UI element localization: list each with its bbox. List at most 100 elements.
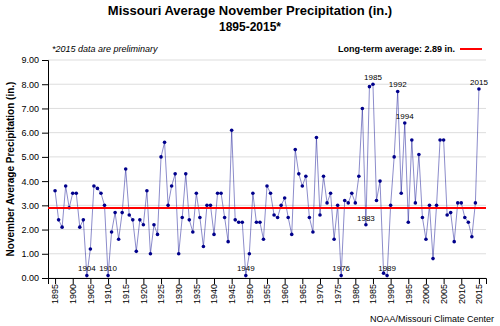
tick: 1905 xyxy=(86,278,96,304)
tick-label: 3.00 xyxy=(21,201,39,211)
data-point xyxy=(332,237,336,241)
tick: 2.00 xyxy=(21,225,48,235)
data-point xyxy=(71,191,75,195)
data-point xyxy=(403,121,407,125)
tick-mark xyxy=(143,278,144,284)
data-point xyxy=(106,274,110,278)
grid-line xyxy=(48,253,486,254)
axis-line xyxy=(42,61,49,279)
data-point xyxy=(272,213,276,217)
data-point xyxy=(195,191,199,195)
tick-mark xyxy=(42,181,48,182)
tick: 1955 xyxy=(262,278,272,304)
tick: 1925 xyxy=(156,278,166,304)
tick-label: 1895 xyxy=(50,284,60,304)
tick-mark xyxy=(108,278,109,284)
data-point xyxy=(329,191,333,195)
tick-label: 6.00 xyxy=(21,128,39,138)
data-point xyxy=(191,230,195,234)
annotation: 1989 xyxy=(378,264,396,273)
tick: 2010 xyxy=(457,278,467,304)
grid-line xyxy=(48,205,486,206)
data-point xyxy=(166,204,170,208)
grid-line xyxy=(48,156,486,157)
tick: 0.00 xyxy=(21,273,48,283)
data-point xyxy=(269,191,273,195)
tick-mark xyxy=(320,278,321,284)
data-point xyxy=(406,220,410,224)
tick-mark xyxy=(373,278,374,284)
data-point xyxy=(297,172,301,176)
data-point xyxy=(477,87,481,91)
tick-mark xyxy=(42,278,48,279)
tick-mark xyxy=(196,278,197,284)
chart: Missouri Average November Precipitation … xyxy=(0,0,500,326)
tick-mark xyxy=(444,278,445,284)
data-point xyxy=(343,199,347,203)
data-point xyxy=(233,218,237,222)
tick-label: 2010 xyxy=(457,284,467,304)
tick-mark xyxy=(55,278,56,284)
tick: 1910 xyxy=(103,278,113,304)
annotation: 1983 xyxy=(357,214,375,223)
tick-mark xyxy=(42,230,48,231)
tick-label: 1955 xyxy=(262,284,272,304)
tick-label: 1985 xyxy=(368,284,378,304)
subtitle: 1895-2015* xyxy=(219,20,281,34)
data-point xyxy=(89,247,93,251)
tick-label: 1995 xyxy=(404,284,414,304)
tick-label: 1.00 xyxy=(21,249,39,259)
annotation: 1904 xyxy=(78,264,96,273)
data-point xyxy=(127,213,131,217)
tick-label: 1945 xyxy=(227,284,237,304)
tick: 1960 xyxy=(280,278,290,304)
data-point xyxy=(346,201,350,205)
data-point xyxy=(135,250,139,254)
tick-mark xyxy=(161,278,162,284)
data-point xyxy=(424,237,428,241)
data-point xyxy=(85,274,89,278)
grid-line xyxy=(48,84,486,85)
data-point xyxy=(417,153,421,157)
data-point xyxy=(187,218,191,222)
data-point xyxy=(60,225,64,229)
tick-label: 2000 xyxy=(421,284,431,304)
data-point xyxy=(470,235,474,239)
data-point xyxy=(64,184,68,188)
data-point xyxy=(293,148,297,152)
tick-label: 1950 xyxy=(245,284,255,304)
data-point xyxy=(399,191,403,195)
data-point xyxy=(152,223,156,227)
data-point xyxy=(283,196,287,200)
data-point xyxy=(385,274,389,278)
data-point xyxy=(474,201,478,205)
tick: 1935 xyxy=(192,278,202,304)
data-point xyxy=(219,191,223,195)
data-point xyxy=(255,220,259,224)
tick: 8.00 xyxy=(21,80,48,90)
tick: 2005 xyxy=(439,278,449,304)
tick-label: 1915 xyxy=(121,284,131,304)
data-point xyxy=(124,167,128,171)
annotation: 2015 xyxy=(470,78,488,87)
data-point xyxy=(113,211,117,215)
data-point xyxy=(279,204,283,208)
data-point xyxy=(414,201,418,205)
data-point xyxy=(428,204,432,208)
data-point xyxy=(396,90,400,94)
tick-label: 2.00 xyxy=(21,225,39,235)
annotation: 1985 xyxy=(364,73,382,82)
data-point xyxy=(209,204,213,208)
tick: 1945 xyxy=(227,278,237,304)
tick-mark xyxy=(249,278,250,284)
legend-label: Long-term average: 2.89 in. xyxy=(338,44,455,54)
data-point xyxy=(205,204,209,208)
annotation: 1949 xyxy=(237,264,255,273)
tick: 1980 xyxy=(351,278,361,304)
data-point xyxy=(265,184,269,188)
data-point xyxy=(350,191,354,195)
tick-mark xyxy=(42,205,48,206)
tick-mark xyxy=(42,84,48,85)
data-point xyxy=(99,191,103,195)
data-point xyxy=(354,201,358,205)
